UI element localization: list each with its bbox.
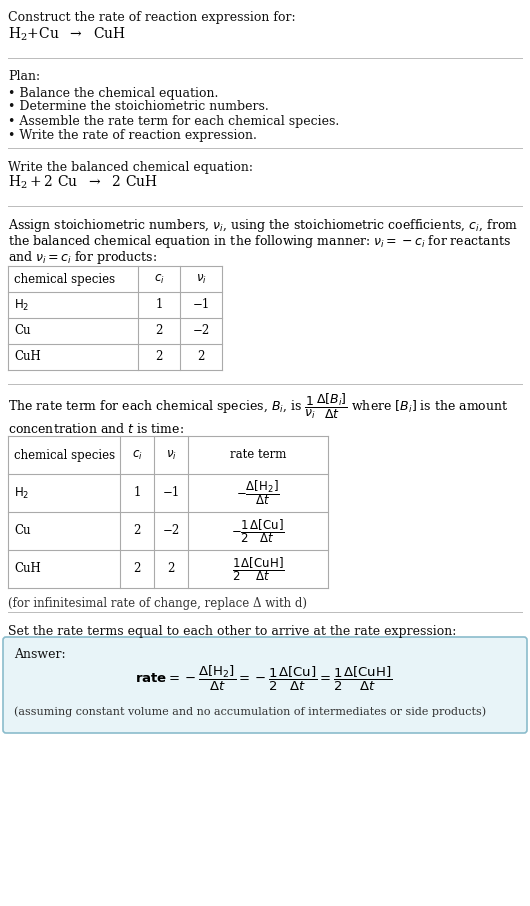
Text: $\mathrm{H_2}$: $\mathrm{H_2}$ (14, 486, 29, 500)
Text: the balanced chemical equation in the following manner: $\nu_i = -c_i$ for react: the balanced chemical equation in the fo… (8, 233, 511, 249)
Text: $\nu_i$: $\nu_i$ (165, 448, 176, 461)
Text: 2: 2 (155, 351, 163, 363)
Text: 1: 1 (155, 298, 163, 312)
Text: (for infinitesimal rate of change, replace Δ with d): (for infinitesimal rate of change, repla… (8, 596, 307, 610)
Text: Write the balanced chemical equation:: Write the balanced chemical equation: (8, 160, 253, 174)
Text: 2: 2 (134, 525, 140, 537)
Text: 1: 1 (134, 487, 140, 499)
Text: $\mathregular{H_2+2\ Cu\ \ \rightarrow\ \ 2\ CuH}$: $\mathregular{H_2+2\ Cu\ \ \rightarrow\ … (8, 173, 158, 190)
Text: $-\dfrac{\Delta[\mathrm{H_2}]}{\Delta t}$: $-\dfrac{\Delta[\mathrm{H_2}]}{\Delta t}… (236, 478, 280, 507)
Text: $-\dfrac{1}{2}\dfrac{\Delta[\mathrm{Cu}]}{\Delta t}$: $-\dfrac{1}{2}\dfrac{\Delta[\mathrm{Cu}]… (231, 517, 285, 545)
Text: (assuming constant volume and no accumulation of intermediates or side products): (assuming constant volume and no accumul… (14, 706, 486, 717)
Text: chemical species: chemical species (14, 448, 115, 461)
Text: $\dfrac{1}{2}\dfrac{\Delta[\mathrm{CuH}]}{\Delta t}$: $\dfrac{1}{2}\dfrac{\Delta[\mathrm{CuH}]… (232, 555, 284, 583)
Text: $c_i$: $c_i$ (131, 448, 143, 461)
Text: −1: −1 (192, 298, 210, 312)
Text: The rate term for each chemical species, $B_i$, is $\dfrac{1}{\nu_i}\dfrac{\Delt: The rate term for each chemical species,… (8, 391, 509, 420)
Text: Plan:: Plan: (8, 71, 40, 83)
Text: concentration and $t$ is time:: concentration and $t$ is time: (8, 422, 184, 436)
Text: and $\nu_i = c_i$ for products:: and $\nu_i = c_i$ for products: (8, 248, 157, 265)
Text: 2: 2 (155, 324, 163, 338)
Text: chemical species: chemical species (14, 273, 115, 285)
Text: $\mathbf{rate} = -\dfrac{\Delta[\mathrm{H_2}]}{\Delta t} = -\dfrac{1}{2}\dfrac{\: $\mathbf{rate} = -\dfrac{\Delta[\mathrm{… (135, 663, 393, 692)
Text: rate term: rate term (230, 448, 286, 461)
Text: −1: −1 (162, 487, 180, 499)
Text: Cu: Cu (14, 525, 31, 537)
Text: $\mathrm{H_2}$: $\mathrm{H_2}$ (14, 297, 29, 313)
Text: $\mathregular{H_2}$$\mathregular{+Cu\ \ \rightarrow\ \ CuH}$: $\mathregular{H_2}$$\mathregular{+Cu\ \ … (8, 25, 126, 43)
Text: Set the rate terms equal to each other to arrive at the rate expression:: Set the rate terms equal to each other t… (8, 624, 456, 638)
Text: • Determine the stoichiometric numbers.: • Determine the stoichiometric numbers. (8, 101, 269, 113)
Text: $c_i$: $c_i$ (154, 273, 164, 285)
Text: 2: 2 (197, 351, 205, 363)
Text: 2: 2 (134, 563, 140, 575)
Text: • Balance the chemical equation.: • Balance the chemical equation. (8, 86, 218, 100)
FancyBboxPatch shape (3, 637, 527, 733)
Text: −2: −2 (192, 324, 210, 338)
Text: CuH: CuH (14, 351, 41, 363)
Text: $\nu_i$: $\nu_i$ (196, 273, 206, 285)
Text: CuH: CuH (14, 563, 41, 575)
Text: Assign stoichiometric numbers, $\nu_i$, using the stoichiometric coefficients, $: Assign stoichiometric numbers, $\nu_i$, … (8, 217, 518, 234)
Text: Answer:: Answer: (14, 648, 66, 661)
Text: • Assemble the rate term for each chemical species.: • Assemble the rate term for each chemic… (8, 114, 339, 128)
Text: Cu: Cu (14, 324, 31, 338)
Text: • Write the rate of reaction expression.: • Write the rate of reaction expression. (8, 129, 257, 141)
Text: −2: −2 (162, 525, 180, 537)
Text: Construct the rate of reaction expression for:: Construct the rate of reaction expressio… (8, 11, 296, 24)
Text: 2: 2 (167, 563, 175, 575)
